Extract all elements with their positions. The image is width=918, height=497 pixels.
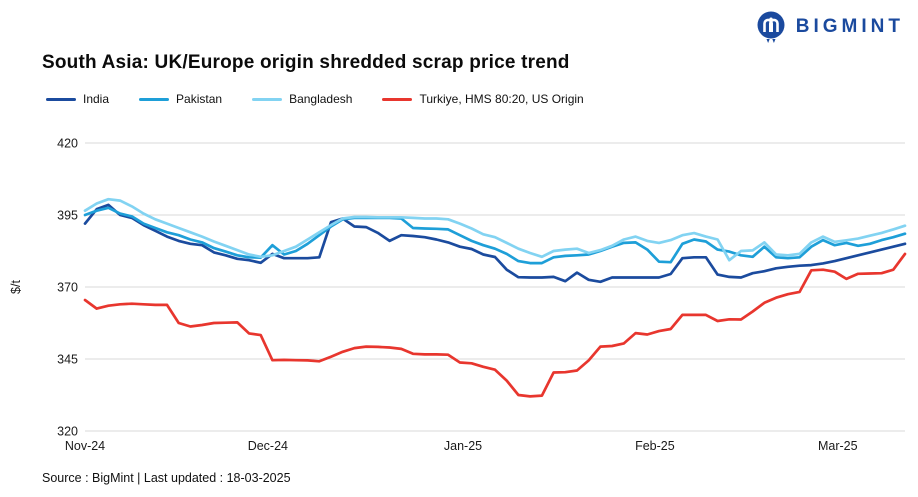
- x-tick-label: Feb-25: [635, 439, 675, 453]
- legend-item-india: India: [46, 92, 109, 106]
- legend-item-bangladesh: Bangladesh: [252, 92, 352, 106]
- legend-label: Turkiye, HMS 80:20, US Origin: [419, 92, 584, 106]
- y-tick-label: 370: [57, 281, 78, 295]
- x-tick-label: Jan-25: [444, 439, 482, 453]
- series-line-pakistan: [83, 206, 907, 265]
- bigmint-logo-text: BIGMINT: [795, 16, 904, 37]
- legend-label: Pakistan: [176, 92, 223, 106]
- source-note: Source : BigMint | Last updated : 18-03-…: [42, 471, 291, 485]
- legend-item-pakistan: Pakistan: [139, 92, 222, 106]
- legend-swatch: [382, 97, 413, 101]
- y-axis-title: $/t: [9, 280, 23, 294]
- series-line-bangladesh: [83, 197, 907, 262]
- legend-swatch: [252, 97, 283, 101]
- bigmint-logo-icon: [757, 11, 785, 43]
- series-line-india: [83, 203, 907, 284]
- y-tick-label: 320: [57, 425, 78, 439]
- legend-label: Bangladesh: [289, 92, 353, 106]
- legend-item-turkiye-hms-80-20-us-origin: Turkiye, HMS 80:20, US Origin: [382, 92, 584, 106]
- y-tick-label: 420: [57, 137, 78, 151]
- page-title: South Asia: UK/Europe origin shredded sc…: [42, 52, 570, 73]
- y-tick-label: 395: [57, 209, 78, 223]
- x-tick-label: Mar-25: [818, 439, 858, 453]
- x-tick-label: Nov-24: [65, 439, 105, 453]
- legend-swatch: [46, 97, 76, 101]
- legend-swatch: [139, 97, 170, 101]
- legend-label: India: [83, 92, 110, 106]
- y-tick-label: 345: [57, 353, 78, 367]
- x-tick-label: Dec-24: [248, 439, 288, 453]
- series-line-turkiye-hms-80-20-us-origin: [83, 252, 907, 398]
- bigmint-logo: BIGMINT: [755, 10, 904, 44]
- chart-legend: India Pakistan Bangladesh Turkiye, HMS 80:2…: [46, 92, 584, 106]
